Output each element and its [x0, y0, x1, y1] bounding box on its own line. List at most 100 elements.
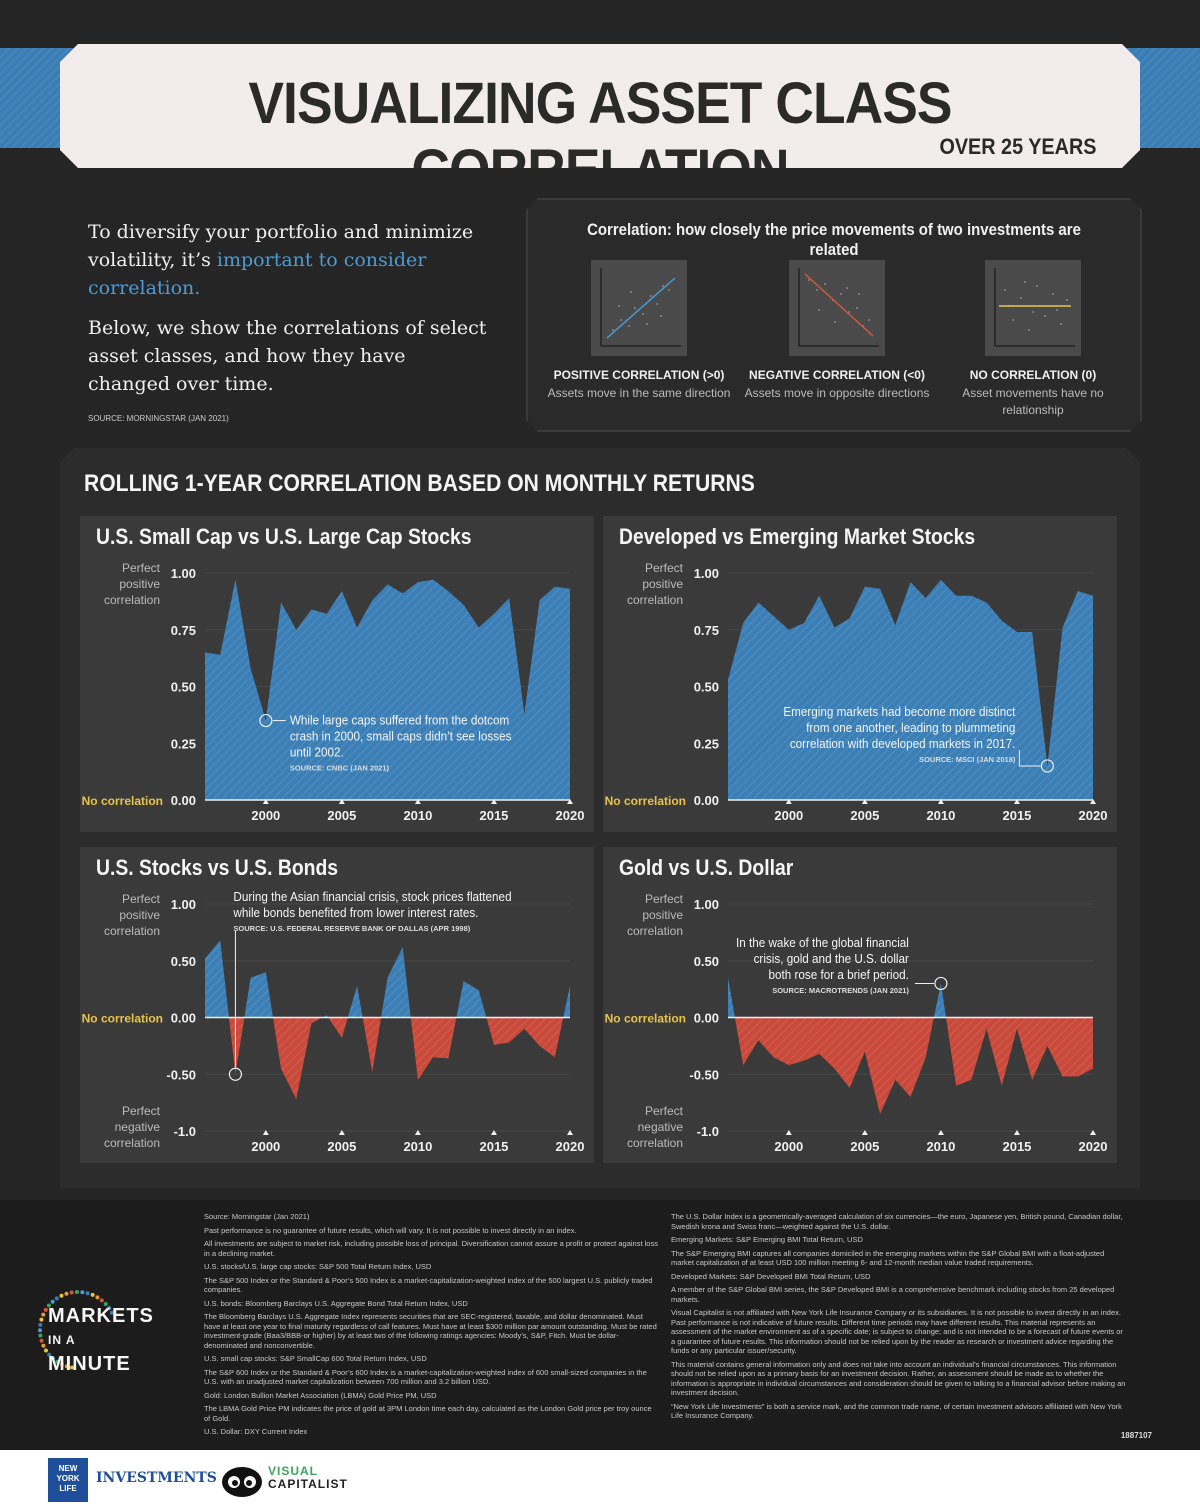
data-point	[834, 1068, 836, 1070]
y-tick-label: 1.00	[171, 897, 196, 912]
footer-note: Developed Markets: S&P Developed BMI Tot…	[671, 1271, 871, 1281]
data-point	[250, 977, 252, 979]
investments-wordmark: INVESTMENTS	[96, 1470, 217, 1486]
y-tick-label: 0.25	[171, 736, 196, 751]
data-point	[1092, 1068, 1094, 1070]
visual-capitalist-icon	[222, 1467, 262, 1497]
data-point	[940, 983, 942, 985]
chart-svg: 1.00 0.50 0.00 -0.50 -1.0 2000 2005 2010 2015 202…	[605, 892, 1108, 1154]
positive-label: POSITIVE CORRELATION (>0)	[553, 368, 725, 382]
x-tick-label: 2015	[1002, 808, 1031, 823]
data-point	[478, 627, 480, 629]
x-tick-mark	[1090, 799, 1096, 804]
x-tick-label: 2000	[774, 808, 803, 823]
side-label-top: positive	[642, 577, 683, 591]
data-point	[417, 581, 419, 583]
annotation-text: Emerging markets had become more distinc…	[783, 704, 1016, 719]
side-label-top: Perfect	[645, 892, 684, 906]
annotation-text: correlation with developed markets in 20…	[790, 736, 1016, 751]
positive-correlation-item: POSITIVE CORRELATION (>0) Assets move in…	[544, 260, 734, 402]
footer-note: The S&P Emerging BMI captures all compan…	[671, 1248, 1105, 1268]
annotation-marker	[259, 713, 273, 728]
footer-note: Visual Capitalist is not affiliated with…	[671, 1308, 1123, 1355]
footer-note: U.S. bonds: Bloomberg Barclays U.S. Aggr…	[204, 1298, 468, 1308]
data-point	[773, 615, 775, 617]
negative-desc: Assets move in opposite directions	[744, 386, 930, 400]
y-tick-label: 0.75	[171, 623, 196, 638]
data-point	[493, 1044, 495, 1046]
y-tick-label: 1.00	[694, 897, 719, 912]
data-point	[894, 624, 896, 626]
correlation-explainer: Correlation: how closely the price movem…	[526, 198, 1142, 432]
data-point	[1062, 627, 1064, 629]
side-label-zero: No correlation	[82, 1012, 163, 1026]
side-label-top: correlation	[627, 593, 683, 607]
data-point	[849, 618, 851, 620]
x-tick-label: 2005	[850, 808, 879, 823]
data-point	[554, 1056, 556, 1058]
data-point	[1047, 765, 1049, 767]
footer-note: U.S. small cap stocks: S&P SmallCap 600 …	[204, 1354, 427, 1363]
x-tick-label: 2000	[774, 1139, 803, 1154]
footer-note: All investments are subject to market ri…	[204, 1239, 658, 1258]
annotation-text: crisis, gold and the U.S. dollar	[754, 951, 909, 966]
data-point	[925, 597, 927, 599]
data-point	[894, 1079, 896, 1081]
data-point	[280, 1068, 282, 1070]
annotation-source: SOURCE: MACROTRENDS (JAN 2021)	[772, 986, 909, 995]
side-label-top: Perfect	[645, 561, 684, 575]
x-tick-label: 2020	[1079, 1139, 1108, 1154]
footer-note: U.S. stocks/U.S. large cap stocks: S&P 5…	[204, 1262, 432, 1271]
x-tick-label: 2005	[327, 808, 356, 823]
side-label-bottom: Perfect	[645, 1104, 684, 1118]
data-point	[803, 1060, 805, 1062]
x-tick-mark	[338, 1130, 345, 1135]
data-point	[356, 627, 358, 629]
data-point	[1031, 631, 1033, 633]
data-point	[879, 1113, 881, 1115]
markets-in-a-minute-text: MARKETS IN A MINUTE	[48, 1304, 154, 1376]
y-tick-label: 0.50	[694, 680, 719, 695]
no-correlation-label: NO CORRELATION (0)	[969, 368, 1097, 382]
page-subtitle: OVER 25 YEARS	[938, 134, 1096, 159]
nyl-line-1: NEW	[58, 1464, 78, 1473]
data-point	[1047, 1045, 1049, 1047]
data-point	[219, 940, 221, 942]
data-point	[341, 590, 343, 592]
chart-svg: 1.00 0.75 0.50 0.25 0.00 2000 2005 2010 2015 2020…	[605, 561, 1108, 823]
data-point	[295, 1098, 297, 1100]
side-label-top: positive	[119, 908, 160, 922]
x-tick-label: 2010	[403, 808, 432, 823]
data-point	[1077, 590, 1079, 592]
negative-area-hatch	[728, 1017, 1093, 1114]
data-point	[432, 579, 434, 581]
data-point	[554, 586, 556, 588]
data-point	[879, 588, 881, 590]
data-point	[341, 1037, 343, 1039]
data-point	[417, 1079, 419, 1081]
y-tick-label: 0.50	[694, 954, 719, 969]
x-tick-mark	[490, 799, 497, 804]
data-point	[463, 604, 465, 606]
y-tick-label: 1.00	[694, 566, 719, 581]
data-point	[204, 958, 206, 960]
data-point	[371, 599, 373, 601]
side-label-top: correlation	[104, 924, 160, 938]
data-point	[204, 652, 206, 654]
y-tick-label: 0.00	[694, 1011, 719, 1026]
data-point	[265, 971, 267, 973]
data-point	[834, 627, 836, 629]
data-point	[818, 1053, 820, 1055]
x-tick-mark	[567, 1130, 573, 1135]
visual-capitalist-wordmark: VISUAL CAPITALIST	[268, 1465, 348, 1491]
data-point	[295, 629, 297, 631]
x-tick-mark	[1090, 1130, 1096, 1135]
data-point	[758, 1039, 760, 1041]
nyl-line-3: LIFE	[59, 1484, 77, 1493]
negative-correlation-item: NEGATIVE CORRELATION (<0) Assets move in…	[742, 260, 932, 402]
chart-title: U.S. Stocks vs U.S. Bonds	[96, 855, 339, 880]
data-point	[569, 588, 571, 590]
data-point	[849, 1087, 851, 1089]
positive-area-hatch	[728, 579, 1093, 800]
footer-note: The S&P 600 Index or the Standard & Poor…	[204, 1367, 647, 1387]
